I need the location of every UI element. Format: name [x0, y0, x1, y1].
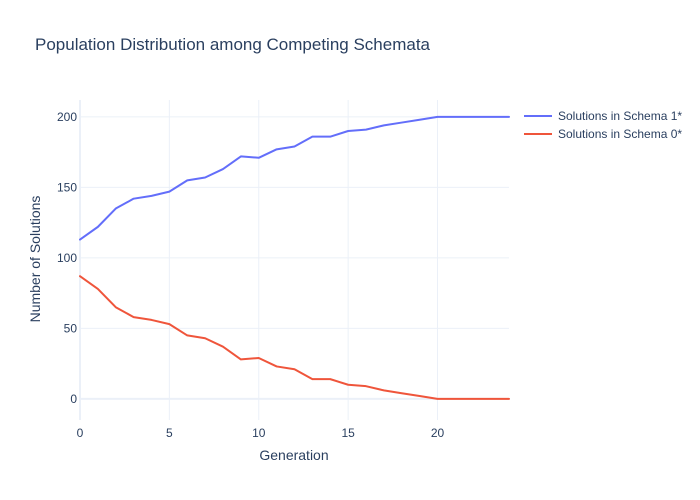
y-tick-label: 200: [57, 110, 77, 124]
x-tick-label: 0: [77, 426, 84, 440]
y-tick-label: 100: [57, 251, 77, 265]
y-tick-label: 0: [70, 392, 77, 406]
y-axis-title: Number of Solutions: [27, 196, 43, 323]
legend-label: Solutions in Schema 1*: [558, 109, 682, 123]
legend-label: Solutions in Schema 0*: [558, 127, 682, 141]
chart-title: Population Distribution among Competing …: [35, 35, 431, 54]
legend[interactable]: Solutions in Schema 1* Solutions in Schem…: [524, 109, 682, 141]
series-line-0[interactable]: [79, 115, 510, 241]
series-line-1[interactable]: [79, 275, 510, 400]
x-tick-label: 20: [431, 426, 445, 440]
x-tick-label: 15: [341, 426, 355, 440]
x-tick-label: 10: [252, 426, 266, 440]
series-lines: [79, 115, 510, 400]
x-tick-label: 5: [166, 426, 173, 440]
y-tick-label: 50: [64, 321, 78, 335]
legend-item-1[interactable]: Solutions in Schema 0*: [524, 127, 682, 141]
legend-item-0[interactable]: Solutions in Schema 1*: [524, 109, 682, 123]
grid: [79, 100, 509, 420]
y-tick-label: 150: [57, 180, 77, 194]
x-axis-ticks: 0 5 10 15 20: [77, 426, 445, 440]
x-axis-title: Generation: [259, 447, 328, 463]
y-axis-ticks: 0 50 100 150 200: [57, 110, 77, 406]
